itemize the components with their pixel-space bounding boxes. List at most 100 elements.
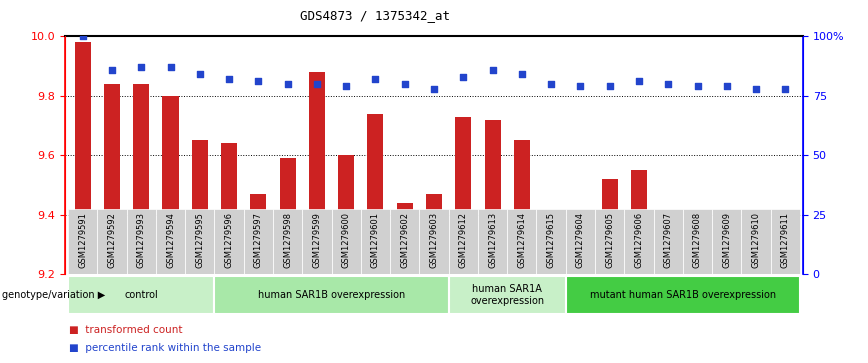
Bar	[543, 241, 559, 274]
Bar	[361, 209, 390, 274]
Point	[515, 72, 529, 77]
Bar	[624, 209, 654, 274]
Bar	[279, 158, 296, 274]
Point	[280, 81, 294, 87]
Text: GSM1279594: GSM1279594	[166, 212, 175, 268]
Text: GSM1279602: GSM1279602	[400, 212, 409, 268]
Bar	[214, 276, 449, 314]
Bar	[419, 209, 449, 274]
Bar	[162, 96, 179, 274]
Text: GSM1279607: GSM1279607	[664, 212, 673, 268]
Bar	[68, 276, 214, 314]
Text: GSM1279600: GSM1279600	[342, 212, 351, 268]
Text: GSM1279604: GSM1279604	[575, 212, 585, 268]
Text: GSM1279612: GSM1279612	[459, 212, 468, 268]
Bar	[339, 155, 354, 274]
Bar	[332, 209, 361, 274]
Point	[661, 81, 675, 87]
Bar	[250, 194, 266, 274]
Point	[632, 78, 646, 84]
Point	[779, 86, 792, 91]
Text: GSM1279614: GSM1279614	[517, 212, 526, 268]
Text: GSM1279599: GSM1279599	[312, 212, 321, 268]
Bar	[741, 209, 771, 274]
Point	[369, 76, 383, 82]
Text: GSM1279591: GSM1279591	[78, 212, 87, 268]
Bar	[536, 209, 566, 274]
Point	[135, 64, 148, 70]
Bar	[221, 143, 237, 274]
Text: GSM1279610: GSM1279610	[752, 212, 760, 268]
Bar	[192, 140, 207, 274]
Text: GSM1279603: GSM1279603	[430, 212, 438, 268]
Bar	[602, 179, 618, 274]
Text: GSM1279595: GSM1279595	[195, 212, 204, 268]
Text: control: control	[124, 290, 158, 300]
Bar	[244, 209, 273, 274]
Bar	[397, 203, 413, 274]
Bar	[661, 232, 676, 274]
Point	[163, 64, 177, 70]
Point	[574, 83, 588, 89]
Text: GSM1279596: GSM1279596	[225, 212, 233, 268]
Bar	[566, 276, 800, 314]
Text: GSM1279611: GSM1279611	[781, 212, 790, 268]
Bar	[185, 209, 214, 274]
Bar	[455, 117, 471, 274]
Text: ■  percentile rank within the sample: ■ percentile rank within the sample	[69, 343, 261, 353]
Text: ■  transformed count: ■ transformed count	[69, 325, 183, 335]
Point	[105, 67, 119, 73]
Point	[720, 83, 733, 89]
Bar	[572, 244, 589, 274]
Bar	[273, 209, 302, 274]
Bar	[478, 209, 507, 274]
Bar	[683, 209, 712, 274]
Bar	[390, 209, 419, 274]
Text: GSM1279606: GSM1279606	[635, 212, 643, 268]
Bar	[712, 209, 741, 274]
Point	[602, 83, 616, 89]
Point	[457, 74, 470, 79]
Point	[339, 83, 353, 89]
Bar	[689, 238, 706, 274]
Point	[76, 33, 89, 39]
Bar	[133, 84, 149, 274]
Text: GDS4873 / 1375342_at: GDS4873 / 1375342_at	[300, 9, 450, 22]
Bar	[127, 209, 156, 274]
Text: GSM1279598: GSM1279598	[283, 212, 293, 268]
Bar	[302, 209, 332, 274]
Bar	[449, 209, 478, 274]
Bar	[426, 194, 442, 274]
Bar	[367, 114, 384, 274]
Point	[193, 72, 207, 77]
Point	[252, 78, 266, 84]
Bar	[75, 42, 91, 274]
Bar	[97, 209, 127, 274]
Bar	[156, 209, 185, 274]
Text: GSM1279613: GSM1279613	[488, 212, 497, 268]
Bar	[104, 84, 120, 274]
Point	[749, 86, 763, 91]
Bar	[514, 140, 529, 274]
Text: human SAR1A
overexpression: human SAR1A overexpression	[470, 284, 544, 306]
Bar	[719, 274, 735, 289]
Point	[485, 67, 499, 73]
Point	[691, 83, 705, 89]
Bar	[748, 236, 764, 274]
Bar	[484, 119, 501, 274]
Point	[427, 86, 441, 91]
Point	[310, 81, 324, 87]
Text: mutant human SAR1B overexpression: mutant human SAR1B overexpression	[589, 290, 776, 300]
Bar	[595, 209, 624, 274]
Text: GSM1279615: GSM1279615	[547, 212, 556, 268]
Bar	[777, 229, 793, 274]
Text: GSM1279593: GSM1279593	[137, 212, 146, 268]
Bar	[771, 209, 800, 274]
Text: GSM1279609: GSM1279609	[722, 212, 731, 268]
Text: GSM1279597: GSM1279597	[253, 212, 263, 268]
Point	[544, 81, 558, 87]
Text: GSM1279605: GSM1279605	[605, 212, 615, 268]
Bar	[214, 209, 244, 274]
Text: GSM1279608: GSM1279608	[693, 212, 702, 268]
Bar	[68, 209, 97, 274]
